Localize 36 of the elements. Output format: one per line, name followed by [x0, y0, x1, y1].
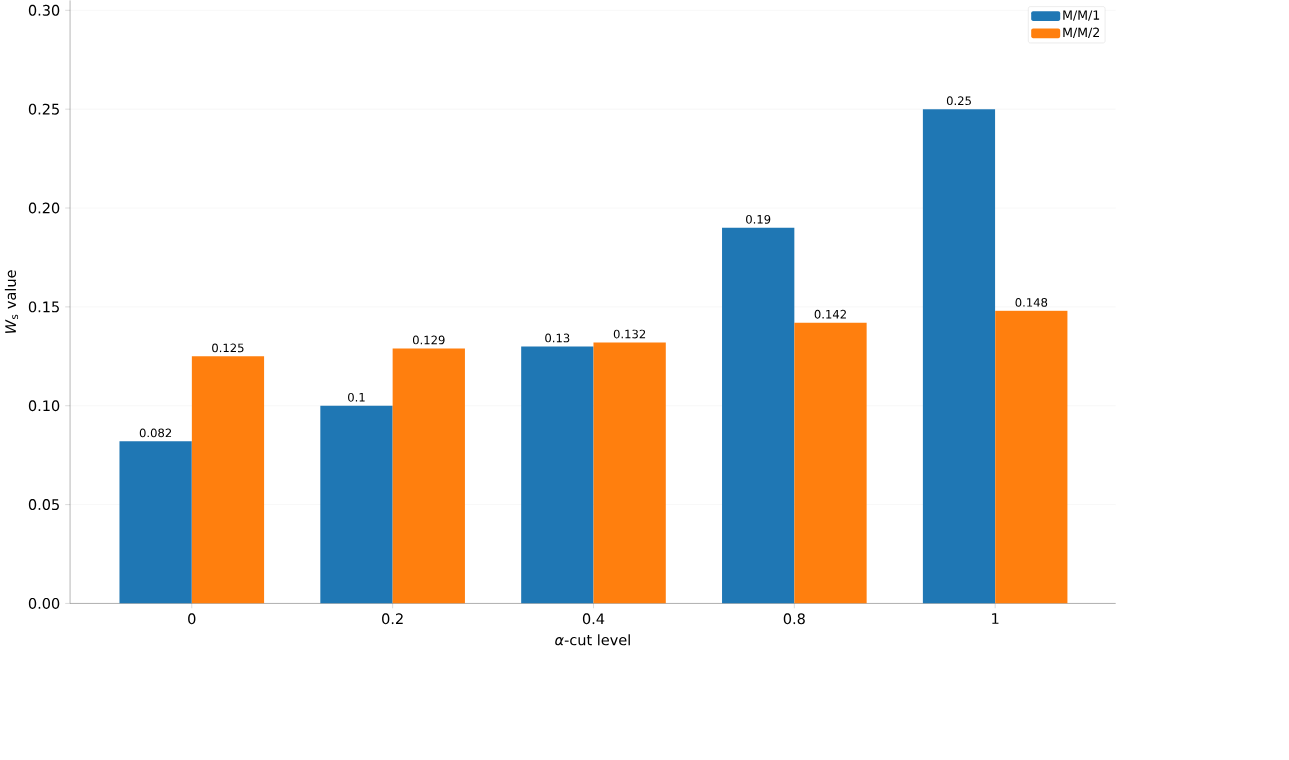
bar	[995, 311, 1068, 604]
y-tick-label: 0.00	[28, 598, 60, 610]
y-tick-label: 0.25	[28, 103, 59, 115]
data-label: 0.082	[139, 428, 172, 438]
data-label: 0.132	[613, 329, 646, 339]
bar	[593, 342, 666, 604]
bar	[320, 405, 393, 604]
bar	[794, 322, 867, 604]
y-tick-label: 0.10	[28, 400, 60, 412]
y-axis-title: W$_{s}$ value	[4, 270, 19, 334]
data-label: 0.125	[212, 343, 244, 353]
bar	[521, 346, 594, 604]
y-tick-label: 0.30	[28, 4, 60, 16]
data-label: 0.148	[1015, 298, 1048, 307]
bar	[722, 227, 795, 604]
data-label: 0.25	[946, 96, 971, 106]
legend-label: M/M/1	[1063, 10, 1100, 21]
x-axis-title: α-cut level	[555, 634, 630, 646]
y-tick-label: 0.20	[28, 202, 60, 214]
x-tick-label: 0	[188, 613, 196, 625]
data-label: 0.142	[814, 310, 846, 319]
x-tick-label: 0.2	[382, 613, 403, 625]
x-tick-label: 0.4	[582, 613, 605, 625]
data-label: 0.13	[545, 333, 570, 343]
bar	[119, 441, 192, 604]
y-tick-label: 0.05	[28, 499, 59, 511]
x-tick-label: 0.8	[783, 613, 805, 625]
legend-label: M/M/2	[1063, 27, 1099, 39]
x-tick-label: 1	[992, 613, 999, 625]
bar	[191, 356, 265, 604]
bar	[392, 348, 465, 604]
data-label: 0.19	[746, 215, 771, 224]
y-tick-label: 0.15	[28, 301, 59, 313]
data-label: 0.129	[412, 335, 445, 345]
data-label: 0.1	[348, 393, 365, 402]
bar	[922, 109, 996, 604]
